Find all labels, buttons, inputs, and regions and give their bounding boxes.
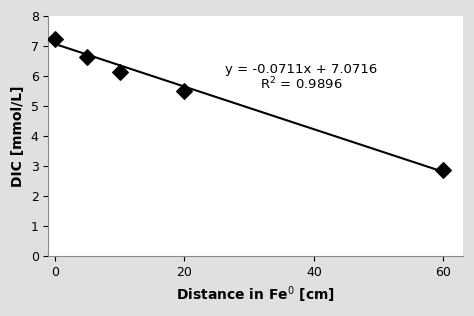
Text: y = -0.0711x + 7.0716: y = -0.0711x + 7.0716: [225, 63, 377, 76]
Point: [51, 36, 59, 41]
Y-axis label: DIC [mmol/L]: DIC [mmol/L]: [11, 85, 25, 187]
Point: [440, 167, 447, 172]
Text: R$^2$ = 0.9896: R$^2$ = 0.9896: [260, 76, 342, 93]
Point: [83, 55, 91, 60]
X-axis label: Distance in Fe$^0$ [cm]: Distance in Fe$^0$ [cm]: [176, 284, 335, 305]
Point: [181, 88, 188, 94]
Point: [116, 69, 123, 74]
